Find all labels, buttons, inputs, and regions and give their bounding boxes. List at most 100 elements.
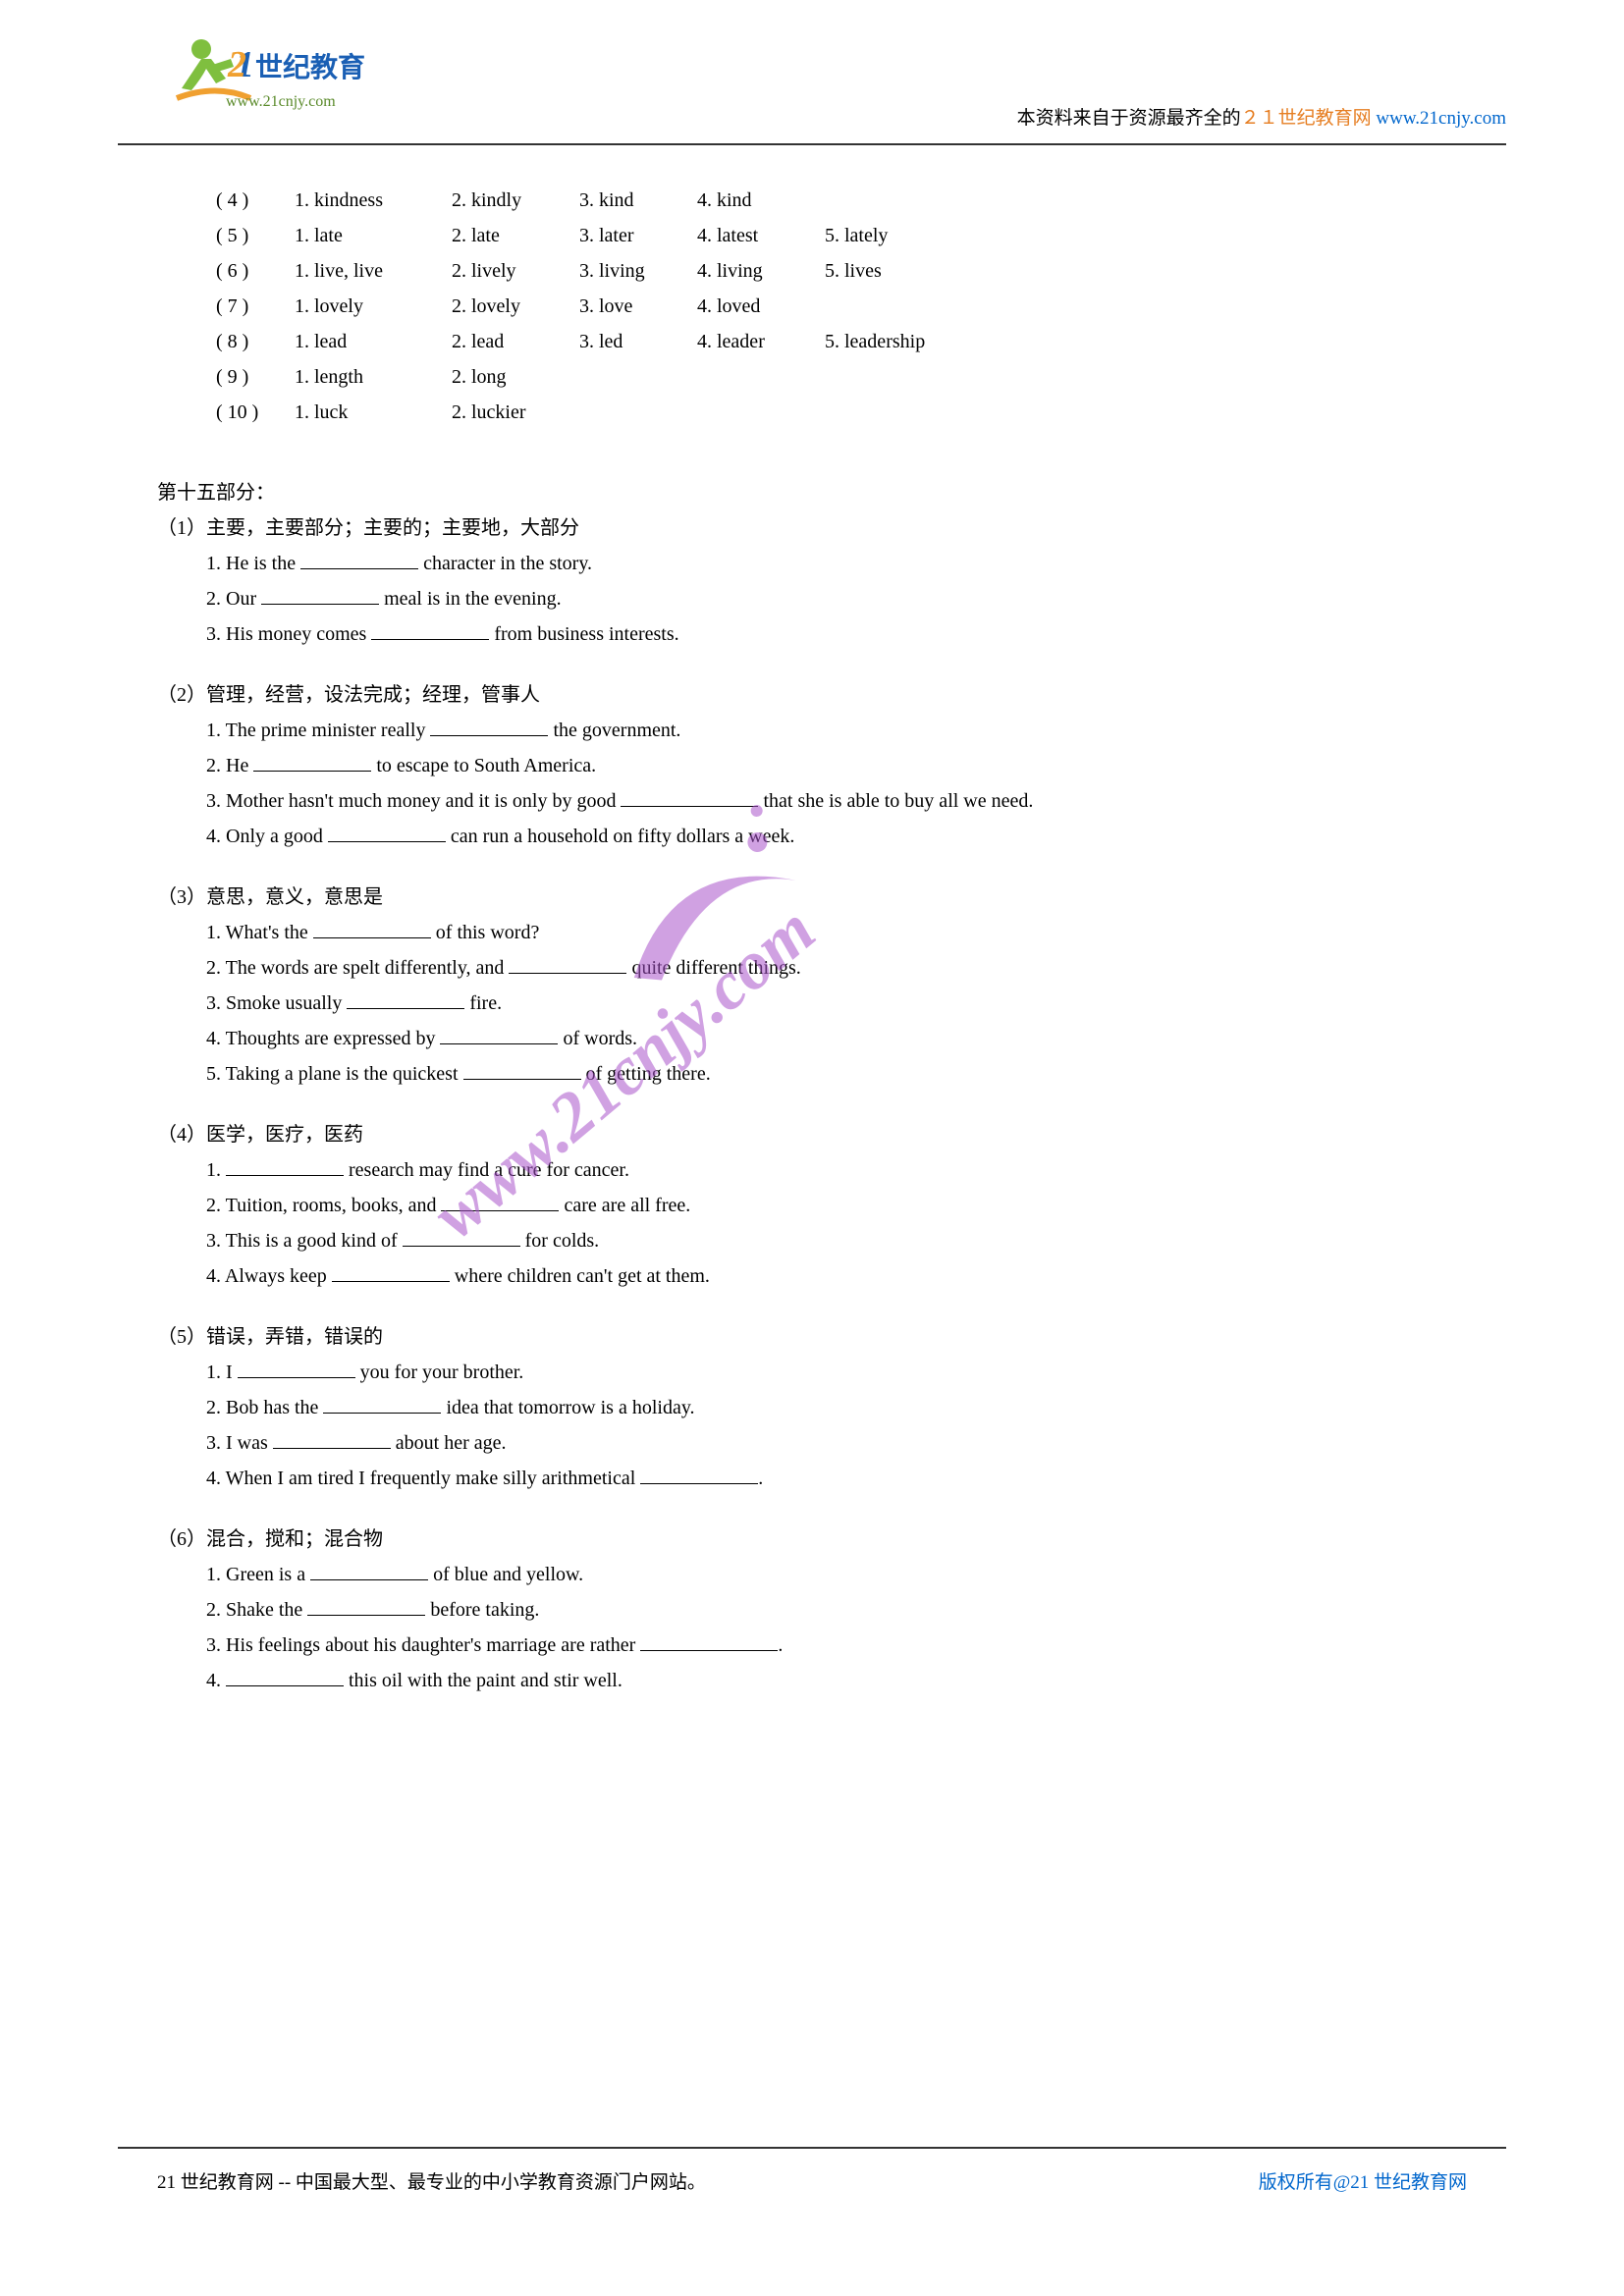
answer-row: ( 5 )1. late2. late3. later4. latest5. l… xyxy=(216,220,1467,251)
item-text: 2. He xyxy=(206,755,253,776)
item-text: 4. Thoughts are expressed by xyxy=(206,1028,440,1049)
item-text: 1. I xyxy=(206,1362,238,1383)
answer-cell: 2. lead xyxy=(452,326,579,357)
fill-blank xyxy=(261,583,379,605)
exercise-item: 3. I was about her age. xyxy=(206,1427,1467,1459)
fill-blank xyxy=(640,1463,758,1484)
item-text: of getting there. xyxy=(581,1063,711,1085)
item-text: fire. xyxy=(464,992,502,1014)
section-15-title: 第十五部分： xyxy=(157,477,1467,508)
item-text: to escape to South America. xyxy=(371,755,596,776)
answer-cell: 3. led xyxy=(579,326,697,357)
answer-cell: 3. later xyxy=(579,220,697,251)
fill-blank xyxy=(323,1392,441,1414)
item-text: before taking. xyxy=(425,1599,539,1621)
answer-row-number: ( 9 ) xyxy=(216,361,295,393)
exercise-item: 4. When I am tired I frequently make sil… xyxy=(206,1463,1467,1494)
item-text: meal is in the evening. xyxy=(379,588,562,610)
item-text: for colds. xyxy=(520,1230,600,1252)
answer-cell: 4. kind xyxy=(697,185,825,216)
exercise-item: 3. Mother hasn't much money and it is on… xyxy=(206,785,1467,817)
item-text: 4. Always keep xyxy=(206,1265,332,1287)
fill-blank xyxy=(313,917,431,938)
exercise-group: （4）医学，医疗，医药1. research may find a cure f… xyxy=(157,1119,1467,1292)
fill-blank xyxy=(371,618,489,640)
answer-row-number: ( 10 ) xyxy=(216,397,295,428)
item-text: you for your brother. xyxy=(355,1362,524,1383)
item-text: the government. xyxy=(548,720,680,741)
answer-row: ( 10 )1. luck2. luckier xyxy=(216,397,1467,428)
answer-row-number: ( 8 ) xyxy=(216,326,295,357)
item-text: 4. When I am tired I frequently make sil… xyxy=(206,1468,640,1489)
exercise-group: （5）错误，弄错，错误的1. I you for your brother.2.… xyxy=(157,1321,1467,1494)
item-text: about her age. xyxy=(391,1432,507,1454)
exercise-item: 3. His money comes from business interes… xyxy=(206,618,1467,650)
answer-cell: 2. late xyxy=(452,220,579,251)
fill-blank xyxy=(440,1023,558,1044)
fill-blank xyxy=(226,1665,344,1686)
exercise-item: 2. Our meal is in the evening. xyxy=(206,583,1467,614)
item-text: 3. Mother hasn't much money and it is on… xyxy=(206,790,621,812)
item-text: 3. Smoke usually xyxy=(206,992,347,1014)
answer-cell: 1. lead xyxy=(295,326,452,357)
fill-blank xyxy=(640,1629,778,1651)
exercise-group: （2）管理，经营，设法完成；经理，管事人1. The prime ministe… xyxy=(157,679,1467,852)
fill-blank xyxy=(238,1357,355,1378)
exercise-item: 4. this oil with the paint and stir well… xyxy=(206,1665,1467,1696)
item-text: 4. Only a good xyxy=(206,826,328,847)
exercise-group: （1）主要，主要部分；主要的；主要地，大部分1. He is the chara… xyxy=(157,512,1467,650)
fill-blank xyxy=(441,1190,559,1211)
answer-row-number: ( 5 ) xyxy=(216,220,295,251)
item-text: 3. His money comes xyxy=(206,623,371,645)
fill-blank xyxy=(307,1594,425,1616)
group-heading: （1）主要，主要部分；主要的；主要地，大部分 xyxy=(157,512,1467,544)
header-url: www.21cnjy.com xyxy=(1372,108,1506,129)
svg-text:世纪教育: 世纪教育 xyxy=(255,51,365,83)
exercise-item: 2. Shake the before taking. xyxy=(206,1594,1467,1626)
item-text: of this word? xyxy=(431,922,540,943)
exercise-item: 2. He to escape to South America. xyxy=(206,750,1467,781)
item-text: . xyxy=(758,1468,763,1489)
item-text: idea that tomorrow is a holiday. xyxy=(441,1397,694,1418)
answer-cell: 3. living xyxy=(579,255,697,287)
exercise-item: 1. The prime minister really the governm… xyxy=(206,715,1467,746)
exercise-item: 4. Only a good can run a household on fi… xyxy=(206,821,1467,852)
item-text: . xyxy=(778,1634,783,1656)
item-text: character in the story. xyxy=(418,553,592,574)
item-text: 3. His feelings about his daughter's mar… xyxy=(206,1634,640,1656)
item-text: care are all free. xyxy=(559,1195,690,1216)
answer-cell: 5. leadership xyxy=(825,326,972,357)
exercise-item: 1. research may find a cure for cancer. xyxy=(206,1154,1467,1186)
answer-cell: 1. kindness xyxy=(295,185,452,216)
answer-cell: 1. luck xyxy=(295,397,452,428)
answer-cell: 1. lovely xyxy=(295,291,452,322)
item-text: 1. The prime minister really xyxy=(206,720,430,741)
item-text: where children can't get at them. xyxy=(450,1265,710,1287)
answer-cell: 1. live, live xyxy=(295,255,452,287)
section-15-body: （1）主要，主要部分；主要的；主要地，大部分1. He is the chara… xyxy=(157,512,1467,1696)
answer-cell: 5. lately xyxy=(825,220,972,251)
item-text: 2. Tuition, rooms, books, and xyxy=(206,1195,441,1216)
page-content: ( 4 )1. kindness2. kindly3. kind4. kind(… xyxy=(0,145,1624,1696)
answer-row-number: ( 4 ) xyxy=(216,185,295,216)
item-text: 3. I was xyxy=(206,1432,273,1454)
answer-cell: 2. kindly xyxy=(452,185,579,216)
exercise-item: 3. His feelings about his daughter's mar… xyxy=(206,1629,1467,1661)
item-text: 2. Bob has the xyxy=(206,1397,323,1418)
item-text: 1. What's the xyxy=(206,922,313,943)
answer-cell: 4. leader xyxy=(697,326,825,357)
group-heading: （3）意思，意义，意思是 xyxy=(157,881,1467,913)
answer-cell: 4. loved xyxy=(697,291,825,322)
item-text: 3. This is a good kind of xyxy=(206,1230,403,1252)
exercise-item: 3. Smoke usually fire. xyxy=(206,988,1467,1019)
footer-divider xyxy=(118,2147,1506,2149)
exercise-item: 4. Thoughts are expressed by of words. xyxy=(206,1023,1467,1054)
answer-row: ( 6 )1. live, live2. lively3. living4. l… xyxy=(216,255,1467,287)
item-text: of blue and yellow. xyxy=(428,1564,583,1585)
answer-cell: 2. lovely xyxy=(452,291,579,322)
site-logo: 1 世纪教育 www.21cnjy.com 2 xyxy=(157,29,393,128)
answer-row: ( 7 )1. lovely2. lovely3. love4. loved xyxy=(216,291,1467,322)
answer-cell: 5. lives xyxy=(825,255,972,287)
exercise-item: 4. Always keep where children can't get … xyxy=(206,1260,1467,1292)
exercise-item: 3. This is a good kind of for colds. xyxy=(206,1225,1467,1256)
